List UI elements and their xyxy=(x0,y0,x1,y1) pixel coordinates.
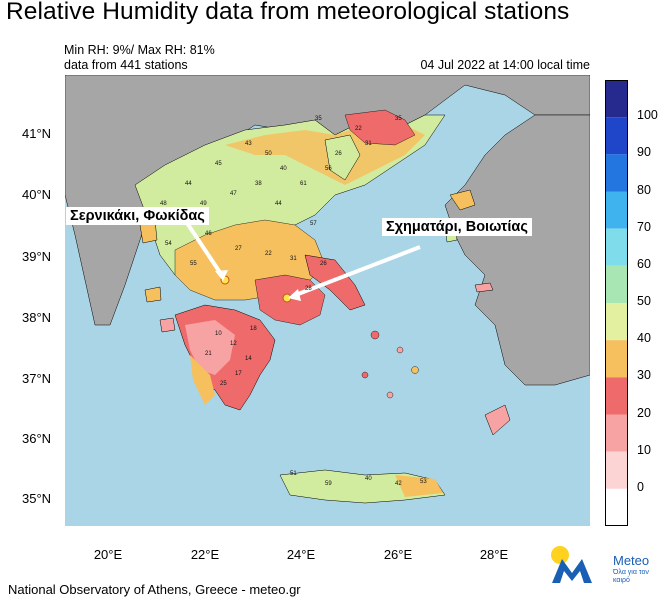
station-value: 38 xyxy=(255,181,262,187)
colorbar-cell xyxy=(605,117,628,155)
lon-label: 24°E xyxy=(286,547,316,562)
colorbar-label: 0 xyxy=(637,479,644,494)
lon-label: 28°E xyxy=(479,547,509,562)
colorbar xyxy=(605,80,628,526)
colorbar-label: 70 xyxy=(637,219,651,234)
station-value: 22 xyxy=(265,251,272,257)
colorbar-cell xyxy=(605,191,628,229)
stations-count-text: data from 441 stations xyxy=(64,58,188,72)
humidity-map: 3535223126564350454449473840615046272231… xyxy=(65,75,590,526)
station-value: 14 xyxy=(245,356,252,362)
station-value: 56 xyxy=(325,166,332,172)
station-callout-sernikaki: Σερνικάκι, Φωκίδας xyxy=(66,207,209,225)
station-value: 55 xyxy=(190,261,197,267)
colorbar-cell xyxy=(605,451,628,489)
lat-label: 37°N xyxy=(22,371,52,386)
colorbar-cell xyxy=(605,303,628,341)
station-value: 40 xyxy=(365,476,372,482)
colorbar-cell xyxy=(605,154,628,192)
station-value: 49 xyxy=(200,201,207,207)
station-value: 54 xyxy=(165,241,172,247)
colorbar-cell xyxy=(605,80,628,118)
logo-name: Meteo xyxy=(613,553,650,568)
colorbar-label: 60 xyxy=(637,256,651,271)
lon-label: 20°E xyxy=(93,547,123,562)
station-value: 57 xyxy=(310,221,317,227)
station-value: 40 xyxy=(280,166,287,172)
colorbar-cell xyxy=(605,414,628,452)
station-value: 46 xyxy=(205,231,212,237)
colorbar-label: 10 xyxy=(637,442,651,457)
station-value: 44 xyxy=(185,181,192,187)
lon-label: 26°E xyxy=(383,547,413,562)
footer-credit: National Observatory of Athens, Greece -… xyxy=(8,582,301,597)
station-value: 21 xyxy=(205,351,212,357)
station-value: 35 xyxy=(315,116,322,122)
station-value: 42 xyxy=(395,481,402,487)
datetime-text: 04 Jul 2022 at 14:00 local time xyxy=(420,58,590,72)
station-value: 61 xyxy=(300,181,307,187)
colorbar-label: 40 xyxy=(637,331,651,346)
colorbar-cell xyxy=(605,265,628,303)
lat-label: 41°N xyxy=(22,126,52,141)
station-value: 31 xyxy=(290,256,297,262)
meteo-logo-icon xyxy=(551,546,592,583)
colorbar-label: 80 xyxy=(637,182,651,197)
station-value: 28 xyxy=(305,286,312,292)
station-value: 26 xyxy=(320,261,327,267)
colorbar-label: 50 xyxy=(637,294,651,308)
colorbar-cell xyxy=(605,340,628,378)
lat-label: 40°N xyxy=(22,187,52,202)
lon-label: 22°E xyxy=(190,547,220,562)
station-value: 48 xyxy=(160,201,167,207)
lat-label: 35°N xyxy=(22,491,52,506)
colorbar-label: 30 xyxy=(637,368,651,383)
colorbar-label: 20 xyxy=(637,405,651,420)
station-value: 50 xyxy=(265,151,272,157)
station-callout-schimatari: Σχηματάρι, Βοιωτίας xyxy=(382,218,532,236)
station-value: 59 xyxy=(325,481,332,487)
station-value: 53 xyxy=(420,479,427,485)
lat-label: 38°N xyxy=(22,310,52,325)
station-value: 51 xyxy=(290,471,297,477)
station-value: 43 xyxy=(245,141,252,147)
station-value: 45 xyxy=(215,161,222,167)
colorbar-cell xyxy=(605,488,628,526)
station-value: 22 xyxy=(355,126,362,132)
min-max-text: Min RH: 9%/ Max RH: 81% xyxy=(64,43,215,57)
colorbar-label: 90 xyxy=(637,145,651,160)
colorbar-cell xyxy=(605,228,628,266)
station-value: 18 xyxy=(250,326,257,332)
station-value: 25 xyxy=(220,381,227,387)
station-value: 12 xyxy=(230,341,237,347)
lat-label: 39°N xyxy=(22,249,52,264)
station-value: 26 xyxy=(335,151,342,157)
station-value: 31 xyxy=(365,141,372,147)
colorbar-cell xyxy=(605,377,628,415)
station-value: 27 xyxy=(235,246,242,252)
logo-tagline: Όλα για τον καιρό xyxy=(613,569,649,584)
station-value: 47 xyxy=(230,191,237,197)
station-value: 17 xyxy=(235,371,242,377)
lat-label: 36°N xyxy=(22,431,52,446)
page-title: Relative Humidity data from meteorologic… xyxy=(6,0,570,25)
colorbar-label: 100 xyxy=(637,108,658,123)
station-value: 35 xyxy=(395,116,402,122)
station-value: 44 xyxy=(275,201,282,207)
station-value: 10 xyxy=(215,331,222,337)
